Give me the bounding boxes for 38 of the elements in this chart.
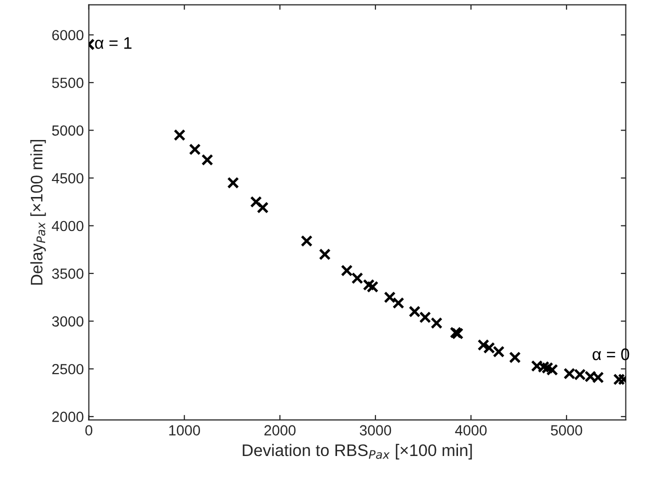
y-tick-label: 2000 — [52, 412, 84, 422]
y-tick-label: 6000 — [52, 30, 84, 40]
y-tick-label: 3000 — [52, 316, 84, 327]
point — [227, 176, 239, 189]
y-tick-label: 4500 — [52, 173, 84, 184]
point — [250, 196, 262, 208]
point — [509, 352, 521, 364]
point — [613, 373, 625, 386]
y-tick-label: 4000 — [52, 220, 84, 232]
point — [392, 297, 404, 309]
point — [256, 202, 269, 214]
annotation: α = 1 — [95, 37, 132, 49]
x-tick-label: 1000 — [169, 425, 200, 436]
y-tick-label: 3500 — [52, 268, 84, 279]
x-tick-label: 0 — [85, 425, 92, 436]
x-tick-label: 3000 — [360, 425, 392, 436]
point — [174, 129, 186, 141]
x-tick-label: 5000 — [550, 425, 582, 436]
point — [366, 280, 378, 293]
point — [340, 264, 353, 276]
x-tick-label: 2000 — [264, 425, 296, 436]
x-axis-title: Deviation to RBS$_{Pax}$ [×100 min] — [242, 444, 472, 460]
point — [318, 248, 331, 260]
y-tick-label: 5500 — [52, 78, 84, 88]
point — [351, 272, 364, 284]
y-tick-label: 2500 — [52, 364, 84, 374]
point — [362, 278, 375, 291]
point — [419, 311, 432, 324]
x-tick-label: 4000 — [455, 425, 487, 436]
point — [408, 306, 421, 318]
point — [430, 317, 442, 329]
point — [300, 235, 313, 247]
point — [188, 143, 201, 156]
y-tick-label: 5000 — [52, 125, 84, 136]
y-axis-title: Delay$_{Pax}$ [×100 min] — [30, 140, 46, 285]
point — [477, 339, 490, 351]
point — [384, 291, 396, 304]
point — [201, 154, 214, 166]
